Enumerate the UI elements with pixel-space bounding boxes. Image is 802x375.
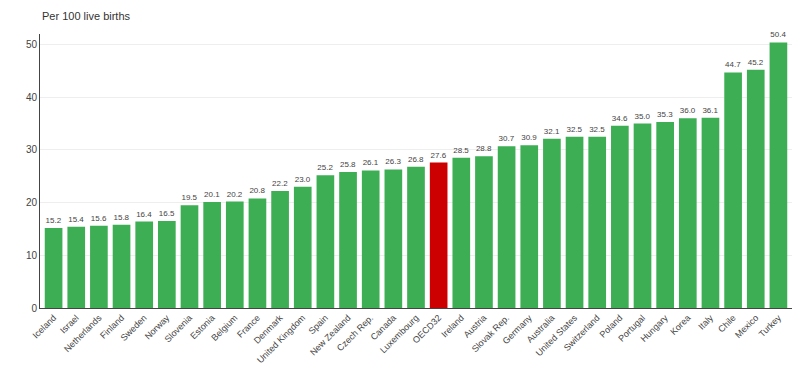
svg-text:27.6: 27.6 — [431, 151, 447, 160]
svg-text:United States: United States — [534, 312, 580, 358]
svg-text:Netherlands: Netherlands — [62, 312, 104, 354]
svg-text:Switzerland: Switzerland — [562, 313, 602, 353]
svg-text:Austria: Austria — [462, 313, 489, 340]
svg-text:Norway: Norway — [143, 312, 172, 341]
svg-text:Finland: Finland — [98, 313, 126, 341]
svg-text:28.5: 28.5 — [453, 146, 469, 155]
svg-text:Slovak Rep.: Slovak Rep. — [470, 313, 511, 354]
svg-text:Czech Rep.: Czech Rep. — [335, 313, 375, 353]
svg-text:30.9: 30.9 — [521, 133, 537, 142]
svg-text:19.5: 19.5 — [181, 193, 197, 202]
svg-text:Portugal: Portugal — [616, 313, 647, 344]
svg-text:Germany: Germany — [501, 312, 535, 346]
svg-text:26.3: 26.3 — [385, 157, 401, 166]
svg-text:15.8: 15.8 — [113, 213, 129, 222]
svg-text:23.0: 23.0 — [295, 175, 311, 184]
svg-text:20.2: 20.2 — [227, 190, 243, 199]
svg-text:Israel: Israel — [58, 313, 81, 336]
svg-text:32.5: 32.5 — [589, 125, 605, 134]
svg-text:United Kingdom: United Kingdom — [255, 313, 307, 365]
svg-text:16.4: 16.4 — [136, 210, 152, 219]
svg-text:Turkey: Turkey — [757, 312, 784, 339]
svg-text:22.2: 22.2 — [272, 179, 288, 188]
svg-text:28.8: 28.8 — [476, 144, 492, 153]
svg-text:25.8: 25.8 — [340, 160, 356, 169]
svg-text:50.4: 50.4 — [770, 30, 786, 39]
svg-text:15.4: 15.4 — [68, 215, 84, 224]
svg-text:Sweden: Sweden — [119, 313, 149, 343]
svg-text:Canada: Canada — [369, 313, 398, 342]
svg-text:36.1: 36.1 — [702, 106, 718, 115]
svg-text:Korea: Korea — [668, 313, 692, 337]
svg-text:Ireland: Ireland — [439, 313, 466, 340]
svg-text:40: 40 — [26, 92, 38, 103]
svg-text:Belgium: Belgium — [209, 313, 239, 343]
svg-text:Estonia: Estonia — [188, 313, 216, 341]
svg-text:Hungary: Hungary — [639, 312, 670, 343]
svg-text:Luxembourg: Luxembourg — [378, 313, 420, 355]
svg-text:35.0: 35.0 — [634, 112, 650, 121]
svg-text:26.1: 26.1 — [363, 158, 379, 167]
svg-text:Slovenia: Slovenia — [163, 313, 194, 344]
svg-text:France: France — [235, 313, 262, 340]
svg-text:20: 20 — [26, 197, 38, 208]
svg-text:Spain: Spain — [307, 313, 330, 336]
svg-text:20.8: 20.8 — [249, 186, 265, 195]
svg-text:Chile: Chile — [716, 313, 738, 335]
svg-text:30: 30 — [26, 144, 38, 155]
svg-text:35.3: 35.3 — [657, 110, 673, 119]
svg-text:45.2: 45.2 — [748, 58, 764, 67]
svg-text:Australia: Australia — [525, 313, 557, 345]
svg-text:44.7: 44.7 — [725, 60, 741, 69]
svg-text:Poland: Poland — [598, 313, 625, 340]
svg-text:10: 10 — [26, 250, 38, 261]
svg-text:New Zealand: New Zealand — [308, 313, 353, 358]
svg-text:25.2: 25.2 — [317, 163, 333, 172]
svg-text:Iceland: Iceland — [31, 313, 59, 341]
svg-text:26.8: 26.8 — [408, 155, 424, 164]
svg-text:50: 50 — [26, 39, 38, 50]
svg-text:15.6: 15.6 — [91, 214, 107, 223]
svg-text:15.2: 15.2 — [46, 216, 62, 225]
svg-text:OECD32: OECD32 — [411, 313, 444, 346]
svg-text:32.1: 32.1 — [544, 127, 560, 136]
svg-text:36.0: 36.0 — [680, 106, 696, 115]
svg-text:32.5: 32.5 — [566, 125, 582, 134]
svg-text:Denmark: Denmark — [252, 312, 285, 345]
svg-text:20.1: 20.1 — [204, 190, 220, 199]
svg-text:34.6: 34.6 — [612, 114, 628, 123]
svg-text:30.7: 30.7 — [499, 134, 515, 143]
svg-text:Mexico: Mexico — [733, 313, 760, 340]
svg-text:Per 100 live births: Per 100 live births — [42, 10, 131, 22]
svg-text:16.5: 16.5 — [159, 209, 175, 218]
svg-text:Italy: Italy — [696, 312, 715, 331]
svg-text:0: 0 — [31, 303, 37, 314]
